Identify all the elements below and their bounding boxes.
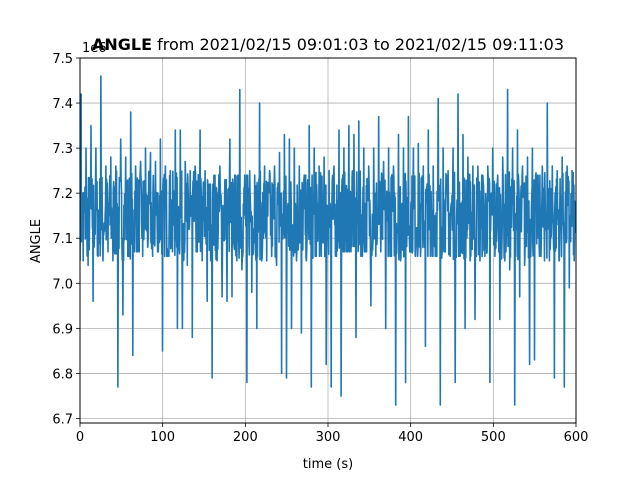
chart-title: ANGLE from 2021/02/15 09:01:03 to 2021/0… <box>92 35 564 54</box>
x-tick-label: 300 <box>316 430 341 445</box>
chart-title-rest: from 2021/02/15 09:01:03 to 2021/02/15 0… <box>152 35 564 54</box>
y-tick-label: 6.9 <box>52 322 73 337</box>
y-tick-label: 7.4 <box>52 97 73 112</box>
y-tick-label: 7.3 <box>52 142 73 157</box>
y-tick-label: 7.0 <box>52 277 73 292</box>
x-tick-label: 200 <box>233 430 258 445</box>
x-tick-label: 100 <box>150 430 175 445</box>
y-tick-label: 7.1 <box>52 232 73 247</box>
series-angle-line <box>80 75 576 406</box>
offset-label: 1e6 <box>82 41 107 56</box>
x-axis-label: time (s) <box>303 457 353 472</box>
x-tick-label: 600 <box>564 430 589 445</box>
series-group <box>80 75 576 406</box>
plot-frame <box>79 57 577 424</box>
y-tick-label: 6.7 <box>52 412 73 427</box>
y-tick-label: 6.8 <box>52 367 73 382</box>
y-tick-label: 7.5 <box>52 52 73 67</box>
tick-group: 0 100 200 300 400 500 600 6.7 6.8 6.9 7.0 7.1 7.2 7.3… <box>52 52 588 445</box>
y-tick-label: 7.2 <box>52 187 73 202</box>
x-tick-label: 500 <box>481 430 506 445</box>
y-axis-label: ANGLE <box>29 219 44 263</box>
chart-title-bold: ANGLE <box>92 35 152 54</box>
x-tick-label: 0 <box>76 430 84 445</box>
x-tick-label: 400 <box>398 430 423 445</box>
